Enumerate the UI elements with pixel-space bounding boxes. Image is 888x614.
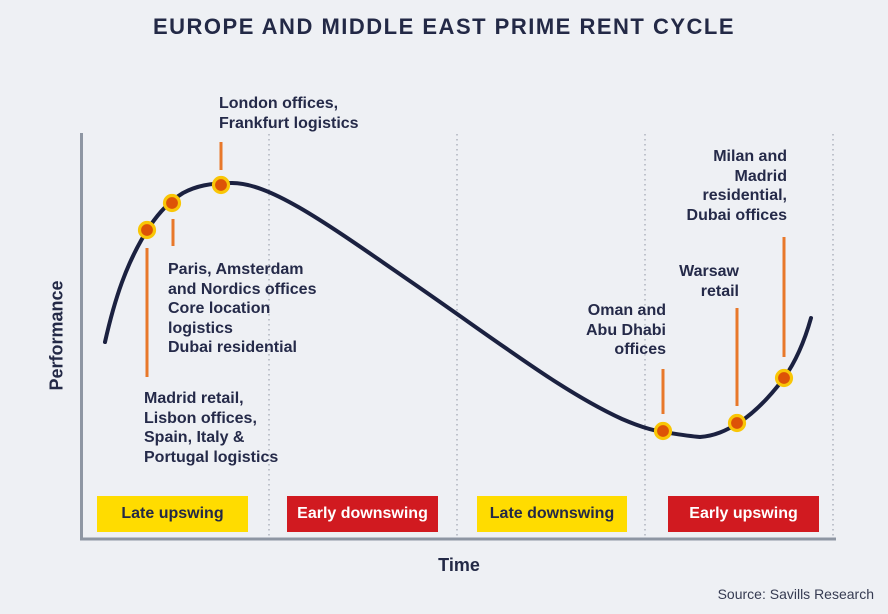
phase-badge-late-upswing: Late upswing: [97, 496, 248, 532]
source-credit: Source: Savills Research: [717, 586, 874, 602]
phase-badge-early-upswing: Early upswing: [668, 496, 819, 532]
data-point-warsaw: [727, 413, 747, 433]
annotation-milan-madrid: Milan and Madrid residential, Dubai offi…: [686, 148, 787, 224]
annotation-oman-abu-dhabi: Oman and Abu Dhabi offices: [586, 302, 666, 358]
annotation-warsaw-retail: Warsaw retail: [679, 263, 739, 300]
phase-badge-late-downswing: Late downswing: [477, 496, 627, 532]
page-title: EUROPE AND MIDDLE EAST PRIME RENT CYCLE: [152, 14, 736, 39]
x-axis-title: Time: [438, 555, 480, 575]
annotation-madrid-retail: Madrid retail, Lisbon offices, Spain, It…: [144, 390, 279, 466]
data-point-milan: [774, 368, 794, 388]
data-point-oman: [653, 421, 673, 441]
y-axis-title: Performance: [46, 280, 67, 391]
phase-badge-early-downswing: Early downswing: [287, 496, 438, 532]
data-point-paris: [162, 193, 182, 213]
annotation-london-offices: London offices, Frankfurt logistics: [219, 95, 359, 132]
data-point-london: [211, 175, 231, 195]
data-point-madrid: [137, 220, 157, 240]
annotation-paris-amsterdam: Paris, Amsterdam and Nordics offices Cor…: [168, 261, 317, 356]
